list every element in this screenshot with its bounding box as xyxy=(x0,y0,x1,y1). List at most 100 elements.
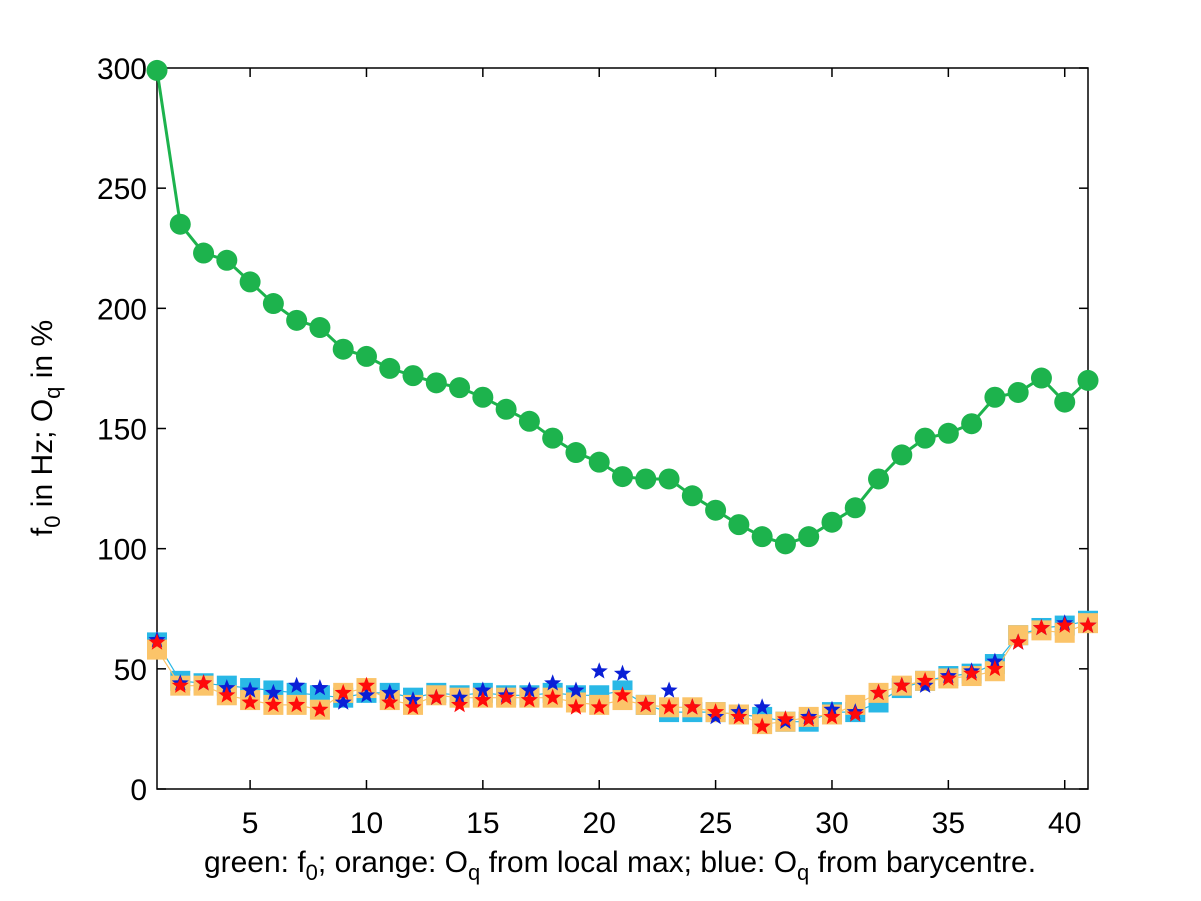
data-point xyxy=(309,317,331,339)
x-tick-label: 40 xyxy=(1048,807,1081,840)
y-tick-label: 0 xyxy=(130,774,147,807)
data-point xyxy=(451,695,469,713)
data-point xyxy=(334,683,352,701)
x-tick-label: 15 xyxy=(466,807,499,840)
data-point xyxy=(565,442,587,464)
data-point xyxy=(495,398,517,420)
data-point xyxy=(288,695,306,713)
y-label-sub2: q xyxy=(40,387,65,399)
x-tick-label: 20 xyxy=(583,807,616,840)
data-point xyxy=(404,698,422,715)
data-point xyxy=(798,526,820,548)
data-point xyxy=(402,365,424,387)
data-point xyxy=(262,293,284,315)
data-point xyxy=(937,422,959,444)
x-label-part3: from local max; blue: O xyxy=(480,846,797,879)
data-point xyxy=(425,372,447,394)
data-point xyxy=(286,309,308,331)
data-point xyxy=(590,662,608,679)
data-point xyxy=(660,681,678,698)
data-point xyxy=(288,676,306,693)
x-label-sub3: q xyxy=(797,860,809,885)
data-point xyxy=(986,659,1004,677)
data-point xyxy=(520,681,538,698)
data-point xyxy=(613,664,632,681)
data-point xyxy=(707,707,725,725)
y-tick-label: 150 xyxy=(97,414,147,447)
data-point xyxy=(241,693,259,710)
series-0 xyxy=(146,59,1099,555)
data-point xyxy=(147,639,167,660)
data-point xyxy=(1054,391,1076,413)
data-point xyxy=(381,683,399,701)
data-point xyxy=(472,386,494,408)
data-point xyxy=(567,698,585,715)
data-point xyxy=(821,511,843,533)
data-point xyxy=(891,444,913,466)
x-label-part4: from barycentre. xyxy=(809,846,1036,879)
data-point xyxy=(707,703,725,720)
series-4 xyxy=(148,616,1097,734)
data-point xyxy=(984,386,1006,408)
series-layer xyxy=(146,59,1099,735)
y-axis-label: f0 in Hz; Oq in % xyxy=(26,320,65,536)
x-axis-label: green: f0; orange: Oq from local max; bl… xyxy=(204,846,1036,885)
data-point xyxy=(148,633,166,650)
data-point xyxy=(870,683,888,701)
data-point xyxy=(1009,633,1027,650)
data-point xyxy=(334,693,352,710)
data-point xyxy=(751,526,773,548)
x-tick-label: 5 xyxy=(242,807,259,840)
x-tick-label: 30 xyxy=(815,807,848,840)
data-point xyxy=(844,497,866,519)
data-point xyxy=(567,681,585,698)
y-label-sub1: 0 xyxy=(40,516,65,528)
data-point xyxy=(590,698,608,715)
data-point xyxy=(753,717,771,734)
data-point xyxy=(264,695,282,713)
data-point xyxy=(1079,616,1097,633)
data-point xyxy=(613,686,632,703)
data-point xyxy=(195,674,213,691)
x-tick-label: 25 xyxy=(699,807,732,840)
data-point xyxy=(730,707,748,725)
data-point xyxy=(1077,369,1099,391)
data-point xyxy=(497,688,515,705)
data-point xyxy=(774,533,796,555)
data-point xyxy=(449,377,471,399)
data-point xyxy=(939,669,957,686)
data-point xyxy=(264,683,282,701)
data-point xyxy=(216,249,238,271)
data-point xyxy=(916,671,934,689)
data-point xyxy=(542,427,564,449)
y-tick-label: 100 xyxy=(97,534,147,567)
data-point xyxy=(544,674,562,691)
data-point xyxy=(1056,616,1074,633)
data-point xyxy=(332,338,354,360)
data-point xyxy=(544,688,562,705)
data-point xyxy=(1030,367,1052,389)
data-point xyxy=(239,271,261,293)
data-point xyxy=(637,695,655,713)
data-point xyxy=(357,686,375,703)
data-point xyxy=(893,676,911,693)
data-point xyxy=(241,681,259,698)
data-point xyxy=(635,468,657,490)
data-point xyxy=(963,664,981,681)
y-label-part3: in % xyxy=(26,320,59,387)
data-point xyxy=(823,707,841,725)
data-point xyxy=(311,700,329,717)
data-point xyxy=(218,686,236,703)
data-point xyxy=(588,451,610,473)
data-point xyxy=(728,514,750,536)
data-point xyxy=(427,688,445,705)
data-point xyxy=(171,676,189,693)
data-point xyxy=(612,466,633,488)
data-point xyxy=(914,427,936,449)
data-point xyxy=(355,345,377,367)
data-point xyxy=(683,698,701,715)
y-tick-label: 50 xyxy=(114,654,147,687)
data-point xyxy=(169,213,191,235)
data-point xyxy=(193,242,215,264)
